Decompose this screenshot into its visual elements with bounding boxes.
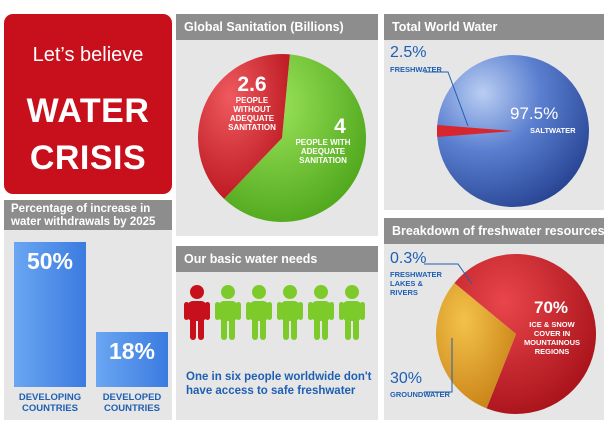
ice-line3: MOUNTAINOUS [523, 338, 581, 347]
needs-caption: One in six people worldwide don't have a… [186, 370, 376, 398]
pie-slice-with-sanitation [224, 54, 366, 222]
withdrawals-title-line2: water withdrawals by 2025 [11, 216, 156, 228]
freshwater-leader-lines [424, 263, 473, 393]
lakes-line1: FRESHWATER [390, 270, 442, 279]
withdrawals-panel: Percentage of increase in water withdraw… [4, 200, 172, 420]
freshwater-title: Breakdown of freshwater resources [384, 218, 605, 244]
bar-developed-value: 18% [108, 338, 156, 364]
sanitation-pie [198, 54, 366, 222]
needs-title: Our basic water needs [176, 246, 378, 272]
bar-developing-label-1: DEVELOPING [18, 392, 82, 403]
world-water-panel: Total World Water 2.5% FRESHWATER 97.5% … [384, 14, 604, 210]
world-water-title: Total World Water [384, 14, 604, 40]
lakes-line3: RIVERS [390, 288, 418, 297]
title-water: WATER [26, 92, 150, 130]
bar-developing [14, 242, 86, 387]
ice-line2: COVER IN [533, 329, 571, 338]
title-crisis: CRISIS [29, 139, 147, 177]
salt-label: SALTWATER [530, 126, 576, 135]
freshwater-panel: Breakdown of freshwater resources 0.3% F… [384, 218, 605, 420]
ice-label: ICE & SNOW COVER IN MOUNTAINOUS REGIONS [512, 320, 592, 356]
lakes-line2: LAKES & [390, 279, 423, 288]
without-label: 2.6 PEOPLE WITHOUT ADEQUATE SANITATION [212, 73, 292, 133]
salt-value: 97.5% [510, 104, 559, 123]
without-line2: WITHOUT [233, 105, 271, 114]
pie-slice-without-sanitation [198, 54, 290, 199]
ice-line1: ICE & SNOW [529, 320, 575, 329]
with-line1: PEOPLE WITH [295, 138, 351, 147]
ground-value: 30% [390, 370, 423, 387]
without-line4: SANITATION [228, 123, 276, 132]
bar-developed [96, 332, 168, 387]
pie-slice-groundwater [435, 283, 516, 409]
person-icon [184, 285, 210, 340]
person-icon [246, 285, 272, 340]
person-icon [215, 285, 241, 340]
pie-slice-ice-snow [454, 254, 596, 414]
without-value: 2.6 [237, 73, 267, 96]
ice-line4: REGIONS [534, 347, 570, 356]
bar-developed-label-2: COUNTRIES [104, 403, 160, 414]
fresh-label: FRESHWATER [390, 65, 442, 74]
with-line2: ADEQUATE [300, 147, 346, 156]
lakes-value: 0.3% [390, 250, 427, 267]
needs-caption-line2: have access to safe freshwater [186, 385, 356, 397]
person-icon [308, 285, 334, 340]
person-icon [277, 285, 303, 340]
sanitation-title: Global Sanitation (Billions) [176, 14, 378, 40]
with-label: 4 PEOPLE WITH ADEQUATE SANITATION [278, 115, 368, 166]
person-icon [339, 285, 365, 340]
bar-developing-label-2: COUNTRIES [22, 403, 78, 414]
bar-developing-value: 50% [26, 248, 74, 274]
withdrawals-header: Percentage of increase in water withdraw… [4, 200, 172, 230]
withdrawals-title-line1: Percentage of increase in [11, 203, 151, 215]
lakes-label: FRESHWATER LAKES & RIVERS [390, 270, 442, 297]
world-water-pie [437, 55, 589, 207]
needs-caption-line1: One in six people worldwide don't [186, 371, 372, 383]
sanitation-panel: Global Sanitation (Billions) 2.6 PEOPLE … [176, 14, 378, 236]
needs-panel: Our basic water needs One in six people … [176, 246, 378, 420]
freshwater-leader-line [424, 71, 469, 127]
title-card: Let’s believe WATER CRISIS [4, 14, 172, 194]
title-lead: Let’s believe [32, 44, 144, 66]
ice-value: 70% [534, 298, 569, 317]
without-line1: PEOPLE [235, 96, 269, 105]
with-line3: SANITATION [299, 156, 347, 165]
with-value: 4 [334, 115, 346, 138]
without-line3: ADEQUATE [229, 114, 275, 123]
people-row [184, 284, 374, 342]
ground-label: GROUNDWATER [390, 390, 450, 399]
freshwater-pie [435, 254, 596, 414]
bar-developed-label-1: DEVELOPED [102, 392, 162, 403]
pie-slice-freshwater [437, 125, 513, 137]
fresh-value: 2.5% [390, 44, 427, 61]
